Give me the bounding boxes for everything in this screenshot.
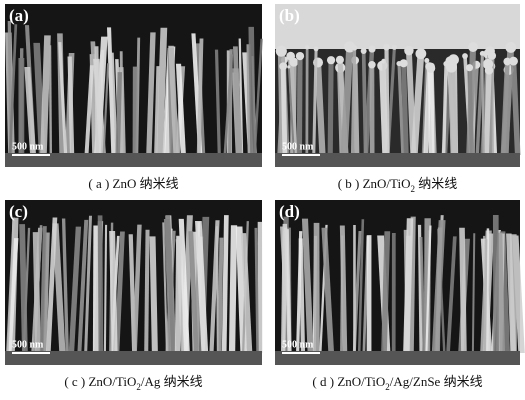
nanowire-tip <box>485 66 493 74</box>
caption-text: ( a ) ZnO 纳米线 <box>88 176 178 191</box>
caption-text: 纳米线 <box>415 176 457 191</box>
nanowire-tip <box>415 48 426 59</box>
nanowire-tip <box>505 42 516 53</box>
caption: ( a ) ZnO 纳米线 <box>88 176 178 191</box>
nanowire-tip <box>287 65 290 68</box>
nanowire <box>367 235 372 353</box>
nanowire-tip <box>468 42 478 52</box>
nanowire <box>297 56 303 155</box>
nanowire <box>493 215 499 353</box>
nanowire-tip <box>400 59 408 67</box>
nanowire-tip <box>466 64 473 71</box>
nanowire-tip <box>336 56 344 64</box>
nanowire-tip <box>426 64 435 73</box>
nanowire <box>314 223 320 353</box>
caption: ( b ) ZnO/TiO2 纳米线 <box>338 176 458 194</box>
nanowire-tip <box>488 52 496 60</box>
nanowire-tip <box>361 48 367 54</box>
nanowire-tip <box>446 62 457 73</box>
nanowire-tip <box>296 52 304 60</box>
caption: ( c ) ZnO/TiO2/Ag 纳米线 <box>64 374 202 392</box>
sem-image <box>5 4 263 167</box>
nanowire-tip <box>480 52 484 56</box>
nanowire-tip <box>383 44 390 51</box>
nanowire <box>133 67 138 155</box>
nanowire-tip <box>314 47 319 52</box>
caption-text: ( d ) ZnO/TiO <box>312 374 385 389</box>
nanowire-tip <box>352 45 358 51</box>
panel-label: (b) <box>279 6 300 25</box>
nanowire-tip <box>462 53 468 59</box>
nanowire <box>370 65 375 155</box>
panel-label: (a) <box>9 6 29 25</box>
scale-bar-label: 500 nm <box>12 141 44 152</box>
nanowire-tip <box>424 58 429 63</box>
nanowire-tip <box>503 58 511 66</box>
panel-label: (d) <box>279 202 300 221</box>
scale-bar-label: 500 nm <box>282 141 314 152</box>
nanowire <box>428 68 435 155</box>
nanowire <box>328 60 334 155</box>
nanowire <box>98 215 104 353</box>
nanowire-tip <box>289 58 298 67</box>
nanowire-tip <box>279 62 287 70</box>
nanowire-tip <box>368 45 375 52</box>
sem-image <box>5 200 262 365</box>
nanowire <box>353 225 356 353</box>
figure: (a) 500 nm ( a ) ZnO 纳米线 (b) 500 nm ( b ) ZnO… <box>0 0 525 395</box>
caption: ( d ) ZnO/TiO2/Ag/ZnSe 纳米线 <box>312 374 482 392</box>
nanowire-tip <box>368 61 376 69</box>
image-sky <box>275 4 520 49</box>
nanowire-tip <box>392 45 397 50</box>
panel-label: (c) <box>9 202 28 221</box>
nanowire-tip <box>305 45 309 49</box>
nanowire <box>392 233 396 353</box>
scale-bar-label: 500 nm <box>282 339 314 350</box>
nanowire-tip <box>276 46 287 57</box>
nanowire-tip <box>327 56 335 64</box>
caption-text: /Ag/ZnSe 纳米线 <box>390 374 483 389</box>
caption-text: ( b ) ZnO/TiO <box>338 176 411 191</box>
nanowire-tip <box>404 46 413 55</box>
caption-text: ( c ) ZnO/TiO <box>64 374 136 389</box>
nanowire <box>305 47 308 155</box>
caption-text: /Ag 纳米线 <box>141 374 203 389</box>
scale-bar-label: 500 nm <box>12 339 44 350</box>
